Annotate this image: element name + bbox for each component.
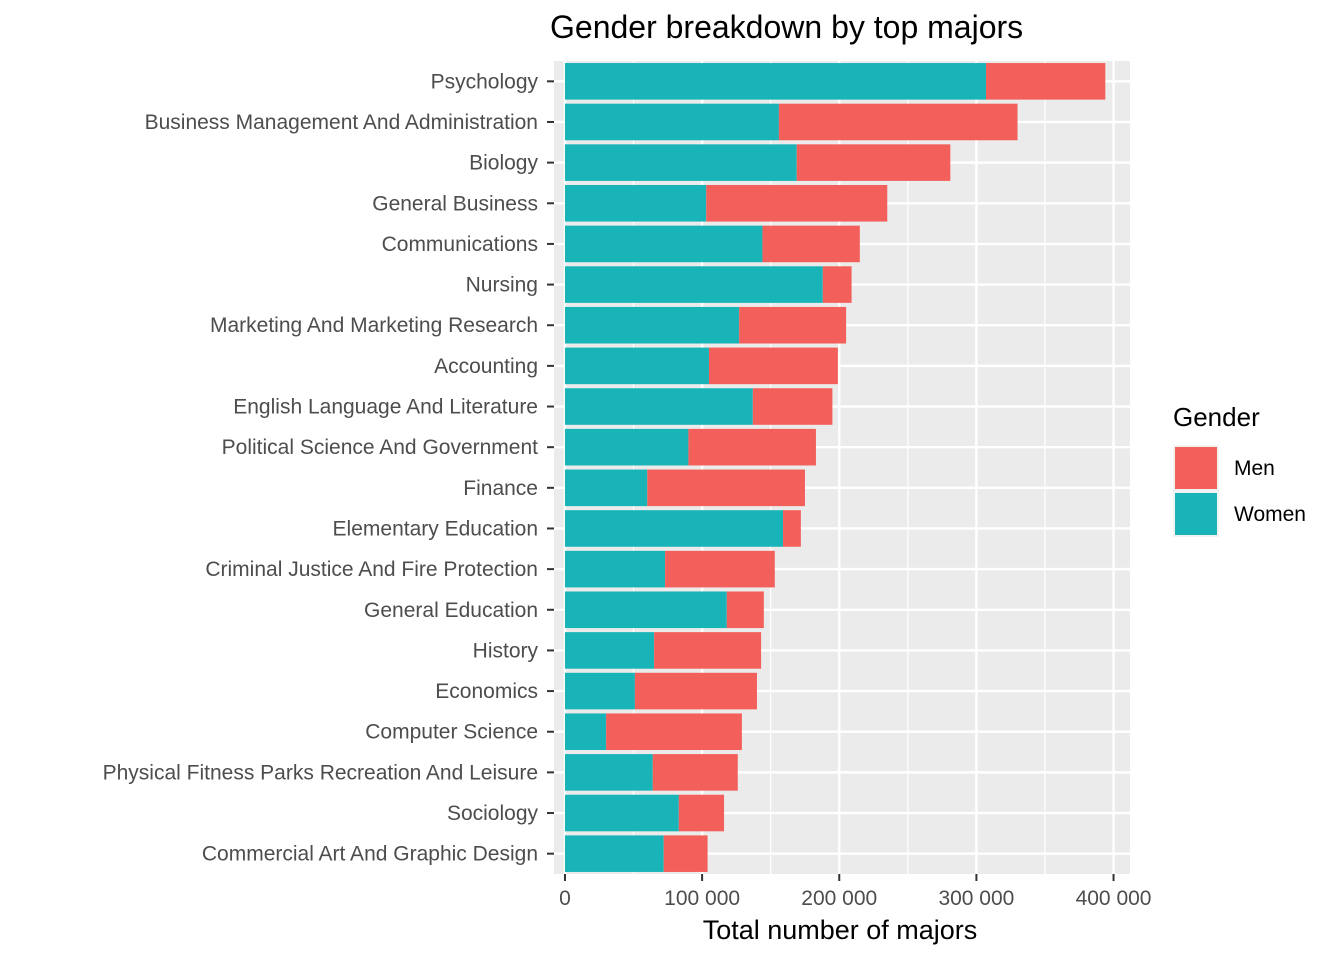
bar-women xyxy=(564,225,763,263)
bar-men xyxy=(665,550,775,588)
bar-women xyxy=(564,306,740,344)
x-axis: 0 100 000 200 000 300 000 400 000 xyxy=(559,874,1152,910)
y-tick-label: Computer Science xyxy=(365,721,538,744)
bar-men xyxy=(986,63,1106,100)
y-tick-label: Sociology xyxy=(447,802,539,825)
bar-women xyxy=(564,388,753,425)
bar-men xyxy=(652,754,738,791)
y-tick-label: General Business xyxy=(372,192,538,215)
bar-women xyxy=(564,347,709,385)
bar-women xyxy=(564,835,664,872)
bar-women xyxy=(564,754,653,791)
bar-men xyxy=(634,672,757,710)
x-tick-label: 200 000 xyxy=(801,887,877,910)
bar-men xyxy=(778,103,1018,141)
y-tick-label: Marketing And Marketing Research xyxy=(210,314,538,337)
y-tick-label: English Language And Literature xyxy=(233,396,538,419)
legend: Gender Men Women xyxy=(1173,402,1306,537)
bar-men xyxy=(606,713,742,751)
y-tick-label: Political Science And Government xyxy=(222,436,538,459)
chart-title: Gender breakdown by top majors xyxy=(550,9,1023,45)
x-tick-label: 0 xyxy=(559,887,571,910)
y-tick-label: Communications xyxy=(382,233,538,256)
y-tick-label: History xyxy=(473,639,539,662)
bar-men xyxy=(762,225,860,263)
y-tick-label: Criminal Justice And Fire Protection xyxy=(205,558,538,581)
x-tick-label: 400 000 xyxy=(1076,887,1152,910)
y-tick-label: Nursing xyxy=(466,274,538,297)
y-tick-label: Biology xyxy=(469,152,538,175)
bar-women xyxy=(564,794,679,832)
bar-men xyxy=(796,144,951,181)
bar-men xyxy=(783,510,801,547)
bar-women xyxy=(564,469,648,507)
bar-women xyxy=(564,266,823,303)
bar-women xyxy=(564,428,689,466)
bar-men xyxy=(706,184,888,222)
legend-title: Gender xyxy=(1173,402,1260,432)
bar-women xyxy=(564,591,727,629)
y-tick-label: Business Management And Administration xyxy=(145,111,538,134)
y-tick-label: Commercial Art And Graphic Design xyxy=(202,843,538,866)
bar-men xyxy=(822,266,852,303)
bar-men xyxy=(726,591,764,629)
bar-women xyxy=(564,103,779,141)
bar-men xyxy=(708,347,838,385)
bar-men xyxy=(688,428,816,466)
bar-men xyxy=(647,469,805,507)
y-tick-label: General Education xyxy=(364,599,538,622)
bar-men xyxy=(654,632,762,669)
bar-men xyxy=(678,794,725,832)
bar-women xyxy=(564,632,655,669)
bar-women xyxy=(564,184,707,222)
bar-women xyxy=(564,63,986,100)
bar-men xyxy=(663,835,708,872)
bar-women xyxy=(564,672,635,710)
x-axis-title: Total number of majors xyxy=(703,915,978,945)
bars xyxy=(564,63,1106,872)
y-tick-label: Elementary Education xyxy=(333,517,538,540)
bar-women xyxy=(564,144,797,181)
legend-label-men: Men xyxy=(1234,457,1275,480)
legend-label-women: Women xyxy=(1234,503,1306,526)
plot-panel xyxy=(554,61,1130,874)
x-tick-label: 300 000 xyxy=(938,887,1014,910)
y-tick-label: Economics xyxy=(435,680,538,703)
y-tick-label: Psychology xyxy=(431,70,539,93)
y-axis: Psychology Business Management And Admini… xyxy=(103,70,554,866)
y-tick-label: Accounting xyxy=(434,355,538,378)
legend-swatch-men xyxy=(1175,447,1217,489)
bar-men xyxy=(739,306,847,344)
y-tick-label: Finance xyxy=(463,477,538,500)
legend-swatch-women xyxy=(1175,493,1217,535)
y-tick-label: Physical Fitness Parks Recreation And Le… xyxy=(103,761,538,784)
bar-women xyxy=(564,713,607,751)
bar-women xyxy=(564,550,666,588)
bar-men xyxy=(752,388,833,425)
x-tick-label: 100 000 xyxy=(664,887,740,910)
bar-women xyxy=(564,510,784,547)
